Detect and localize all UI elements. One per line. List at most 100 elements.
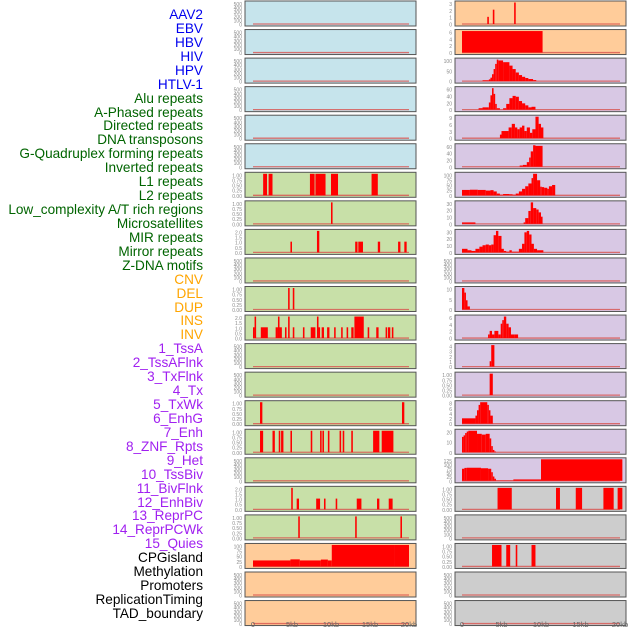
data-bar [498, 334, 501, 339]
row-label: 14_ReprPCWk [112, 522, 203, 538]
panel-frame [244, 514, 417, 541]
y-tick-label: 0.25 [232, 417, 242, 423]
data-bar [462, 436, 464, 453]
data-bar [506, 251, 510, 253]
data-bar [509, 194, 513, 196]
y-tick-label: 50 [236, 555, 242, 561]
panel-frame [454, 600, 627, 627]
data-bar [490, 95, 493, 110]
y-tick-label: 0.00 [442, 565, 452, 571]
row-label: HTLV-1 [157, 76, 203, 92]
row-label: HBV [175, 34, 203, 50]
data-bar [469, 189, 478, 196]
panel-frame [454, 400, 627, 427]
y-tick-label: 0 [449, 479, 452, 485]
y-tick-label: 0.25 [232, 189, 242, 195]
y-tick-label: 3 [449, 350, 452, 356]
data-bar [462, 468, 465, 481]
panel-frame [454, 228, 627, 255]
panel-frame [244, 485, 417, 512]
data-bar [310, 327, 316, 339]
y-tick-label: 2.0 [235, 316, 242, 322]
data-bar [529, 234, 532, 253]
y-tick-label: 30 [446, 230, 452, 236]
y-tick-label: 0 [449, 80, 452, 86]
track-panel-8: 1.000.750.500.250.00 [232, 200, 417, 228]
x-tick-label: 15kb [362, 620, 378, 629]
data-bar [462, 288, 465, 310]
y-tick-label: 20 [446, 430, 452, 436]
data-bar [490, 77, 493, 82]
data-bar [492, 449, 495, 453]
x-tick-label: 5kb [286, 620, 298, 629]
row-label: INV [180, 327, 203, 343]
data-bar [464, 467, 467, 481]
panel-frame [244, 286, 417, 312]
track-panel-7: 1.000.750.500.250.00 [232, 171, 417, 200]
data-bar [497, 487, 512, 510]
track-panel-20: 1.000.750.500.250.00 [442, 542, 627, 571]
y-tick-label: 0 [449, 451, 452, 457]
data-bar [335, 498, 338, 510]
data-bar [331, 544, 395, 567]
data-bar [509, 65, 513, 82]
y-tick-label: 400 [234, 120, 243, 126]
row-label: DUP [174, 299, 203, 315]
y-tick-label: 0 [239, 108, 242, 114]
y-tick-label: 0 [449, 337, 452, 343]
data-bar [471, 250, 476, 253]
data-bar [488, 334, 490, 339]
y-tick-label: 200 [234, 129, 243, 135]
y-tick-label: 75 [446, 178, 452, 184]
y-tick-label: 100 [234, 18, 243, 24]
data-bar [478, 108, 483, 110]
data-bar [481, 434, 486, 453]
y-tick-label: 300 [234, 467, 243, 473]
y-tick-label: 200 [234, 100, 243, 106]
x-tick-label: 5kb [495, 620, 507, 629]
y-tick-label: 200 [234, 357, 243, 363]
panel-frame [454, 428, 627, 455]
data-bar [489, 438, 492, 453]
x-tick-label: 0 [251, 620, 255, 629]
y-tick-label: 100 [234, 475, 243, 481]
y-tick-label: 1.5 [235, 236, 242, 242]
y-tick-label: 50 [446, 69, 452, 75]
y-tick-label: 400 [444, 520, 453, 526]
panel-frame [454, 485, 627, 512]
data-bar [603, 487, 614, 510]
track-panel-18: 2.01.51.00.50.0 [235, 485, 417, 514]
data-bar [506, 323, 509, 339]
y-tick-label: 5 [449, 298, 452, 304]
y-tick-label: 500 [444, 573, 453, 579]
y-tick-label: 6 [449, 316, 452, 322]
y-tick-label: 6 [449, 31, 452, 37]
y-tick-label: 0 [239, 23, 242, 29]
panel-frame [244, 571, 417, 598]
y-tick-label: 2.0 [235, 487, 242, 493]
data-bar [533, 173, 538, 196]
panel-frame [454, 57, 627, 84]
y-tick-label: 0 [449, 23, 452, 29]
data-bar [513, 479, 541, 481]
y-tick-label: 100 [444, 59, 453, 65]
panel-frame [454, 457, 627, 484]
data-bar [541, 459, 623, 481]
y-tick-label: 400 [234, 35, 243, 41]
panel-background [245, 1, 416, 26]
data-bar [381, 430, 394, 453]
y-tick-label: 100 [234, 618, 243, 624]
data-bar [492, 544, 502, 567]
y-tick-label: 0 [239, 565, 242, 571]
data-bar [500, 323, 503, 339]
track-panel-11: 10 5 0 [446, 286, 627, 314]
data-bar [367, 327, 370, 339]
data-bar [547, 188, 549, 196]
y-tick-label: 0.00 [442, 508, 452, 514]
y-tick-label: 300 [444, 267, 453, 273]
y-tick-label: 2 [449, 417, 452, 423]
